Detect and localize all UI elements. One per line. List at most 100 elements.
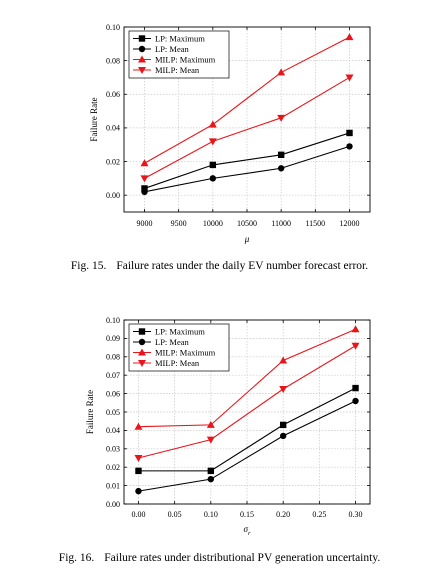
x-axis-label-subscript: r — [248, 530, 251, 537]
x-axis-label: μ — [244, 234, 250, 244]
data-point — [352, 397, 359, 405]
x-tick-label: 10500 — [237, 219, 257, 228]
data-point — [209, 161, 217, 169]
data-point — [277, 114, 286, 122]
legend-item: MILP: Mean — [133, 358, 200, 368]
data-point — [135, 487, 142, 495]
data-point — [207, 467, 215, 475]
data-point — [351, 325, 360, 333]
data-point — [209, 175, 217, 182]
data-point — [141, 185, 148, 192]
y-tick-label: 0.06 — [106, 90, 120, 99]
y-tick-label: 0.03 — [106, 445, 120, 454]
legend-marker — [138, 55, 146, 63]
legend-label: MILP: Maximum — [155, 348, 216, 358]
legend-item: MILP: Maximum — [133, 348, 216, 358]
series-milp-mean — [140, 74, 354, 183]
x-tick-label: 0.05 — [168, 510, 182, 519]
series-line — [144, 36, 350, 164]
y-tick-label: 0.09 — [106, 334, 120, 343]
series-line — [144, 76, 350, 179]
legend-item: LP: Mean — [133, 44, 190, 54]
data-point — [206, 420, 215, 428]
legend-label: LP: Mean — [155, 44, 190, 54]
data-point — [277, 165, 285, 172]
data-point — [279, 432, 287, 440]
y-axis-label: Failure Rate — [85, 390, 95, 434]
y-tick-label: 0.07 — [106, 371, 120, 380]
y-tick-label: 0.08 — [106, 56, 120, 65]
legend-marker — [138, 338, 146, 346]
legend-item: LP: Maximum — [133, 327, 205, 337]
series-lp-maximum — [141, 129, 353, 192]
figure-16-number: Fig. 16. — [58, 552, 95, 564]
y-tick-label: 0.00 — [106, 500, 120, 509]
legend-label: LP: Mean — [155, 337, 190, 347]
x-tick-label: 11000 — [271, 219, 291, 228]
data-point — [134, 422, 143, 430]
series-line — [138, 328, 356, 428]
data-point — [279, 421, 287, 429]
data-point — [345, 74, 354, 82]
legend-label: LP: Maximum — [155, 34, 205, 44]
data-point — [207, 475, 215, 483]
legend-marker — [138, 45, 146, 53]
x-tick-label: 9500 — [171, 219, 187, 228]
x-tick-label: 0.10 — [204, 510, 218, 519]
series-line — [138, 400, 356, 492]
x-tick-label: 9000 — [137, 219, 153, 228]
series-lp-mean — [135, 397, 359, 495]
y-tick-label: 0.05 — [106, 408, 120, 417]
legend-item: LP: Mean — [133, 337, 190, 347]
data-point — [277, 151, 285, 159]
legend-item: LP: Maximum — [133, 34, 205, 44]
figure-15-caption: Fig. 15. Failure rates under the daily EV… — [0, 260, 439, 272]
x-tick-label: 11500 — [305, 219, 325, 228]
figure-16-text: Failure rates under distributional PV ge… — [104, 552, 381, 564]
chart-failure-rate-vs-sigma: 0.00 0.05 0.10 0.15 0.20 0.25 0.30 0.00 0.01 0.02… — [85, 316, 371, 537]
legend-item: MILP: Mean — [133, 65, 200, 75]
legend-label: MILP: Mean — [155, 65, 200, 75]
data-point — [279, 356, 288, 364]
chart-failure-rate-vs-mu: 9000 9500 10000 10500 11000 11500 12000 0.00 0.0… — [89, 23, 371, 244]
y-tick-label: 0.02 — [106, 157, 120, 166]
x-tick-label: 12000 — [340, 219, 360, 228]
data-point — [140, 175, 149, 183]
data-point — [206, 436, 215, 444]
series-milp-mean — [134, 342, 360, 462]
legend-marker — [138, 67, 146, 74]
y-tick-label: 0.10 — [106, 23, 120, 32]
data-point — [277, 68, 286, 76]
data-point — [279, 386, 288, 393]
legend-marker — [138, 348, 146, 356]
legend-marker — [138, 360, 146, 367]
x-tick-label: 0.20 — [276, 510, 290, 519]
series-line — [138, 345, 356, 459]
data-point — [346, 143, 353, 150]
series-line — [144, 145, 350, 193]
x-tick-label: 0.00 — [131, 510, 145, 519]
figure-15-text: Failure rates under the daily EV number … — [116, 260, 369, 272]
data-point — [345, 33, 354, 41]
x-tick-label: 0.30 — [349, 510, 363, 519]
legend-label: MILP: Maximum — [155, 55, 216, 65]
y-tick-label: 0.04 — [106, 426, 120, 435]
series-line — [138, 387, 356, 472]
figure-15-number: Fig. 15. — [70, 260, 107, 272]
series-lp-mean — [141, 143, 353, 196]
y-tick-label: 0.08 — [106, 353, 120, 362]
data-point — [140, 159, 149, 167]
figure-16-caption: Fig. 16. Failure rates under distribution… — [0, 552, 439, 564]
series-milp-maximum — [140, 33, 354, 167]
legend-marker — [138, 328, 146, 335]
y-tick-label: 0.00 — [106, 191, 120, 200]
legend-label: MILP: Mean — [155, 358, 200, 368]
y-tick-label: 0.01 — [106, 481, 120, 490]
series-milp-maximum — [134, 325, 360, 430]
y-tick-label: 0.10 — [106, 316, 120, 325]
data-point — [134, 455, 143, 462]
series-lp-maximum — [135, 384, 359, 475]
legend-marker — [138, 35, 146, 42]
